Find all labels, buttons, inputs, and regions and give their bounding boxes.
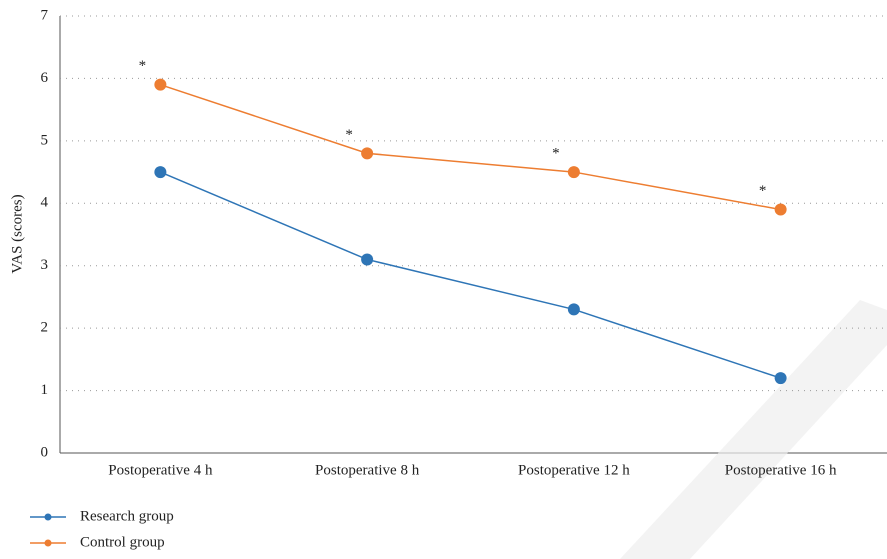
- data-point: [567, 303, 580, 316]
- legend-label: Research group: [80, 508, 174, 524]
- data-point: [361, 253, 374, 266]
- data-point: [774, 203, 787, 216]
- y-tick-label: 7: [41, 7, 49, 23]
- legend-marker: [44, 539, 52, 547]
- x-tick-label: Postoperative 8 h: [315, 462, 420, 478]
- y-tick-label: 3: [41, 257, 49, 273]
- y-axis-label: VAS (scores): [9, 194, 25, 273]
- data-point: [154, 166, 167, 179]
- data-point: [774, 372, 787, 385]
- y-tick-label: 6: [41, 70, 49, 86]
- x-tick-label: Postoperative 4 h: [108, 462, 213, 478]
- y-tick-label: 4: [41, 195, 49, 211]
- legend-label: Control group: [80, 534, 165, 550]
- annotation: *: [345, 127, 353, 143]
- data-point: [567, 166, 580, 179]
- data-point: [154, 78, 167, 91]
- annotation: *: [139, 58, 147, 74]
- legend-marker: [44, 513, 52, 521]
- annotation: *: [759, 183, 767, 199]
- y-tick-label: 5: [41, 132, 49, 148]
- y-tick-label: 2: [41, 320, 49, 336]
- x-tick-label: Postoperative 16 h: [725, 462, 837, 478]
- y-tick-label: 1: [41, 382, 49, 398]
- data-point: [361, 147, 374, 160]
- x-tick-label: Postoperative 12 h: [518, 462, 630, 478]
- annotation: *: [552, 146, 560, 162]
- series-line: [160, 83, 781, 211]
- watermark: [620, 300, 887, 559]
- y-tick-label: 0: [41, 444, 49, 460]
- series-line: [160, 171, 781, 379]
